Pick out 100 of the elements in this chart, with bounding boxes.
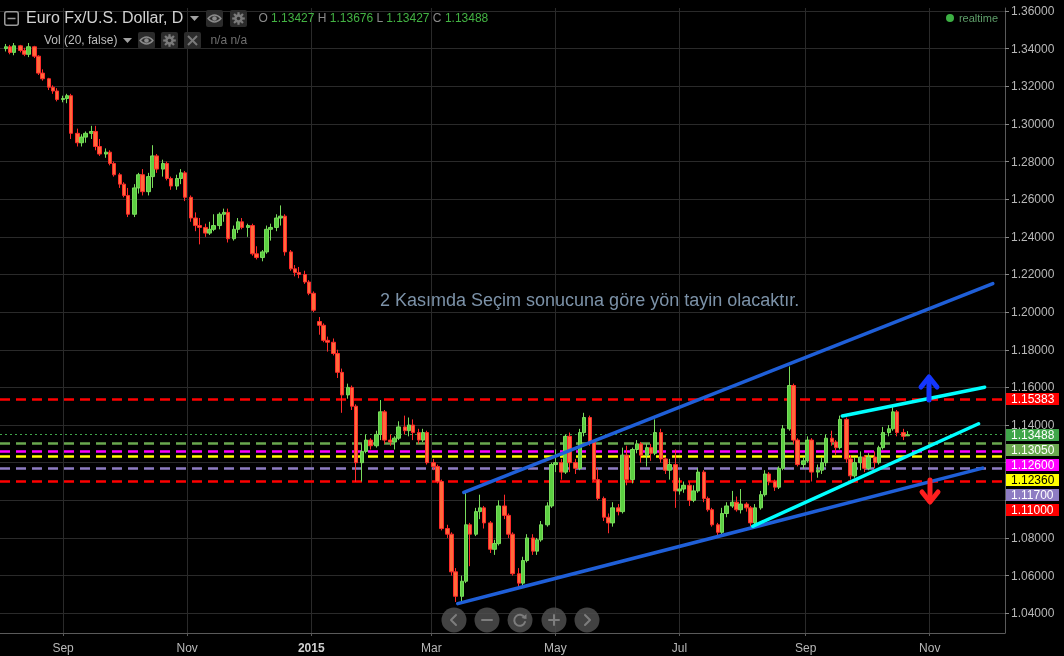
candlestick	[773, 479, 777, 492]
candlestick	[677, 477, 682, 496]
candlestick	[417, 428, 421, 445]
candlestick	[22, 47, 27, 57]
chart-title: Euro Fx/U.S. Dollar, D	[26, 9, 184, 27]
candlestick	[283, 213, 287, 257]
y-tick-label: 1.28000	[1011, 154, 1055, 169]
y-tick-label: 1.24000	[1011, 229, 1055, 244]
y-tick-label: 1.20000	[1011, 305, 1055, 320]
y-tick-label: 1.32000	[1011, 79, 1055, 94]
candlestick	[645, 443, 649, 467]
candlestick	[588, 415, 592, 447]
candlestick	[673, 449, 678, 509]
annotation: realtime	[958, 12, 998, 24]
candlestick	[8, 44, 12, 55]
annotation: 2 Kasımda Seçim sonucuna göre yön tayin olacaktır.	[380, 290, 800, 311]
candlestick	[891, 406, 895, 432]
y-tick-label: 1.26000	[1011, 192, 1055, 207]
candlestick	[421, 428, 425, 443]
x-tick-label: Nov	[919, 641, 941, 655]
candlestick	[4, 43, 8, 52]
candlestick	[738, 488, 743, 514]
ref-line-label: 1.11700	[1006, 487, 1059, 502]
candlestick	[411, 418, 415, 441]
y-tick-label: 1.22000	[1011, 267, 1055, 282]
y-tick-label: 1.16000	[1011, 380, 1055, 395]
candlestick	[75, 128, 80, 148]
candlestick	[79, 133, 84, 148]
candlestick	[610, 501, 615, 528]
candlestick	[838, 415, 842, 451]
y-tick-label: 1.18000	[1011, 342, 1055, 357]
candlestick	[47, 77, 51, 91]
y-tick-label: 1.06000	[1011, 568, 1055, 583]
y-tick-label: 1.04000	[1011, 606, 1055, 621]
candlestick	[687, 481, 692, 507]
candlestick	[667, 458, 672, 481]
y-tick-label: 1.34000	[1011, 41, 1055, 56]
x-tick-label: Jul	[671, 641, 688, 655]
candlestick	[403, 415, 407, 435]
candlestick	[620, 447, 625, 514]
y-tick-label: 1.30000	[1011, 116, 1055, 131]
candlestick	[468, 522, 472, 567]
candlestick	[55, 87, 59, 102]
candlestick	[681, 481, 686, 494]
candlestick	[559, 458, 564, 481]
candlestick	[767, 471, 771, 486]
candlestick	[250, 223, 255, 257]
annotation: n/a n/a	[210, 33, 248, 47]
candlestick	[183, 170, 187, 202]
candlestick	[905, 430, 910, 437]
candlestick	[18, 44, 23, 53]
candlestick	[895, 409, 899, 437]
ref-line-label: 1.12360	[1006, 472, 1060, 487]
annotation: Vol (20, false)	[44, 33, 118, 47]
candlestick	[346, 383, 350, 400]
candlestick	[639, 441, 643, 464]
ref-line-label: 1.13050	[1006, 442, 1060, 457]
candlestick	[866, 452, 871, 471]
candlestick	[716, 522, 720, 537]
candlestick	[297, 266, 301, 279]
x-tick-label: Sep	[52, 641, 75, 655]
candlestick	[753, 503, 757, 526]
y-tick-label: 1.36000	[1011, 4, 1055, 19]
candlestick	[61, 95, 65, 103]
candlestick	[748, 505, 753, 528]
candlestick	[873, 450, 877, 469]
x-tick-label: Mar	[420, 641, 442, 655]
candlestick	[407, 417, 411, 437]
candlestick	[653, 418, 657, 456]
candlestick	[425, 430, 429, 466]
candlestick	[161, 159, 165, 178]
candlestick	[289, 249, 293, 272]
candlestick	[649, 443, 653, 462]
candlestick	[278, 204, 283, 227]
ref-line-label: 1.12600	[1006, 457, 1060, 472]
candlestick	[226, 208, 230, 243]
ref-line-label: 1.11000	[1006, 502, 1059, 517]
candlestick	[140, 168, 145, 196]
x-tick-label: Nov	[176, 641, 198, 655]
candlestick	[246, 223, 250, 238]
candlestick	[26, 42, 31, 58]
x-tick-label: May	[544, 641, 567, 655]
candlestick	[531, 533, 535, 556]
candlestick	[240, 217, 244, 230]
candlestick	[616, 503, 621, 516]
x-tick-label: Sep	[794, 641, 817, 655]
candlestick	[488, 520, 493, 554]
candlestick	[901, 428, 906, 441]
candlestick	[104, 147, 108, 159]
candlestick	[69, 93, 73, 140]
candlestick	[154, 153, 159, 174]
candlestick	[65, 93, 69, 104]
candlestick	[482, 505, 486, 530]
candlestick	[809, 437, 814, 482]
annotation: O 1.13427 H 1.13676 L 1.13427 C 1.13488	[258, 11, 489, 25]
ref-line-label: 1.15383	[1006, 392, 1060, 406]
candlestick	[12, 42, 16, 56]
y-tick-label: 1.08000	[1011, 530, 1055, 545]
x-tick-label: 2015	[297, 641, 325, 655]
candlestick	[624, 445, 629, 486]
